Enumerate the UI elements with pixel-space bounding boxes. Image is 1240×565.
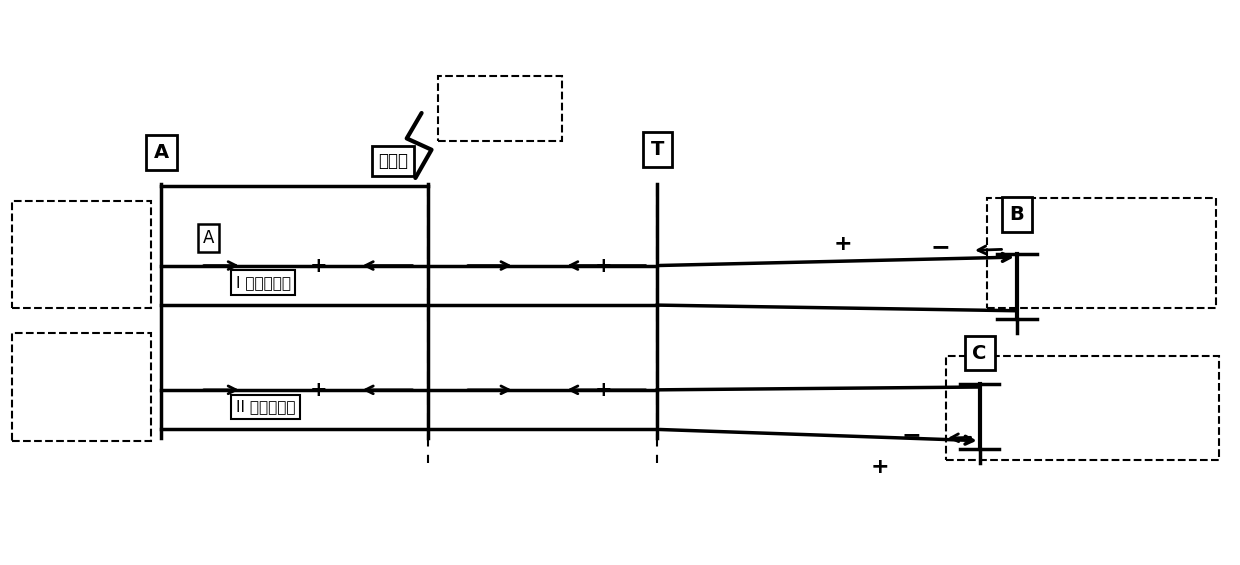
Bar bbox=[987, 198, 1216, 308]
Text: +: + bbox=[310, 380, 327, 400]
Text: +: + bbox=[870, 457, 890, 477]
Text: +: + bbox=[595, 380, 613, 400]
Text: +: + bbox=[595, 255, 613, 276]
Text: A: A bbox=[154, 143, 169, 162]
Bar bbox=[438, 76, 562, 141]
Text: I 回路路导线: I 回路路导线 bbox=[236, 275, 290, 290]
Text: II 回路路导线: II 回路路导线 bbox=[236, 399, 295, 414]
Text: +: + bbox=[310, 255, 327, 276]
Text: +: + bbox=[833, 234, 853, 254]
Bar bbox=[12, 201, 151, 308]
Text: C: C bbox=[972, 344, 987, 363]
Bar bbox=[946, 356, 1219, 460]
Text: −: − bbox=[901, 424, 921, 447]
Text: −: − bbox=[930, 236, 950, 259]
Bar bbox=[12, 333, 151, 441]
Text: A: A bbox=[202, 229, 215, 247]
Text: B: B bbox=[1009, 205, 1024, 224]
Text: T: T bbox=[651, 140, 663, 159]
Text: 雷击点: 雷击点 bbox=[378, 152, 408, 170]
